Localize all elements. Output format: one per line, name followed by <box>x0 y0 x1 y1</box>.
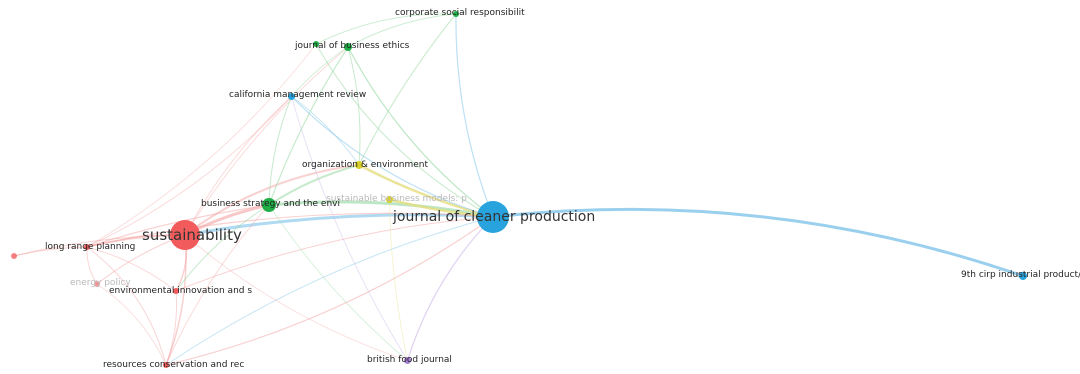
network-edge <box>491 207 1025 278</box>
node-business-strategy-environment[interactable] <box>262 198 276 212</box>
label-cirp-industrial: 9th cirp industrial product/se <box>961 270 1080 280</box>
network-edge <box>165 216 494 366</box>
network-edge <box>291 46 349 97</box>
network-edge <box>165 216 494 366</box>
node-sustainable-business-models[interactable] <box>386 196 393 203</box>
node-corporate-social-responsibility[interactable] <box>453 11 459 17</box>
network-edge <box>268 204 408 361</box>
network-edge <box>268 164 360 206</box>
network-edge <box>315 43 494 218</box>
network-edge <box>291 96 360 166</box>
network-edge <box>13 246 88 257</box>
label-sustainable-business-models: sustainable business models: p <box>326 194 467 204</box>
node-resources-conservation[interactable] <box>163 362 169 368</box>
label-resources-conservation: resources conservation and rec <box>103 360 245 370</box>
node-california-management-review[interactable] <box>288 93 295 100</box>
label-long-range-planning: long range planning <box>45 242 136 252</box>
label-organization-environment: organization & environment <box>302 160 429 170</box>
label-journal-of-cleaner-production: journal of cleaner production <box>393 209 596 225</box>
network-edge <box>315 13 457 45</box>
network-edge <box>389 199 408 361</box>
network-edge <box>183 213 495 237</box>
node-long-range-planning[interactable] <box>84 244 90 250</box>
network-edge <box>86 246 167 366</box>
network-edge <box>165 204 270 366</box>
network-edge <box>175 216 494 292</box>
network-edge <box>184 96 292 236</box>
network-edge <box>291 96 408 361</box>
network-edge <box>358 13 457 166</box>
node-journal-of-business-ethics-secondary[interactable] <box>313 41 319 47</box>
node-journal-of-business-ethics[interactable] <box>344 43 352 51</box>
network-edge <box>86 96 292 248</box>
label-corporate-social-responsibility: corporate social responsibilit <box>395 8 525 18</box>
node-organization-environment[interactable] <box>355 161 363 169</box>
label-energy-policy: energy policy <box>70 278 131 288</box>
network-edge <box>86 43 317 248</box>
label-british-food-journal: british food journal <box>367 355 452 365</box>
network-edge <box>184 164 360 236</box>
network-edge <box>347 46 361 166</box>
node-cirp-industrial[interactable] <box>1019 272 1027 280</box>
network-edge <box>268 46 349 206</box>
network-edge <box>347 46 494 218</box>
network-edge <box>175 204 270 292</box>
network-edge <box>184 234 408 361</box>
network-edge <box>184 46 349 236</box>
network-edge <box>267 200 495 219</box>
network-edge <box>406 216 494 362</box>
node-environmental-innovation[interactable] <box>173 288 179 294</box>
network-edge <box>290 95 494 218</box>
label-sustainability: sustainability <box>142 226 242 244</box>
label-california-management-review: california management review <box>229 90 367 100</box>
network-edge <box>455 13 494 218</box>
node-british-food-journal[interactable] <box>404 357 411 364</box>
node-energy-policy[interactable] <box>94 281 100 287</box>
label-business-strategy-environment: business strategy and the envi <box>201 199 340 209</box>
network-edge <box>13 234 186 257</box>
network-edge <box>96 283 167 366</box>
network-edge <box>347 13 457 48</box>
node-journal-of-cleaner-production[interactable] <box>477 201 509 233</box>
network-edge <box>268 96 292 206</box>
label-environmental-innovation: environmental innovation and s <box>109 286 253 296</box>
node-faded-left[interactable] <box>11 253 17 259</box>
network-edge <box>86 246 177 292</box>
network-edge <box>86 212 494 248</box>
label-journal-of-business-ethics: journal of business ethics <box>295 41 410 51</box>
node-sustainability[interactable] <box>170 220 200 250</box>
network-edge <box>165 290 178 366</box>
